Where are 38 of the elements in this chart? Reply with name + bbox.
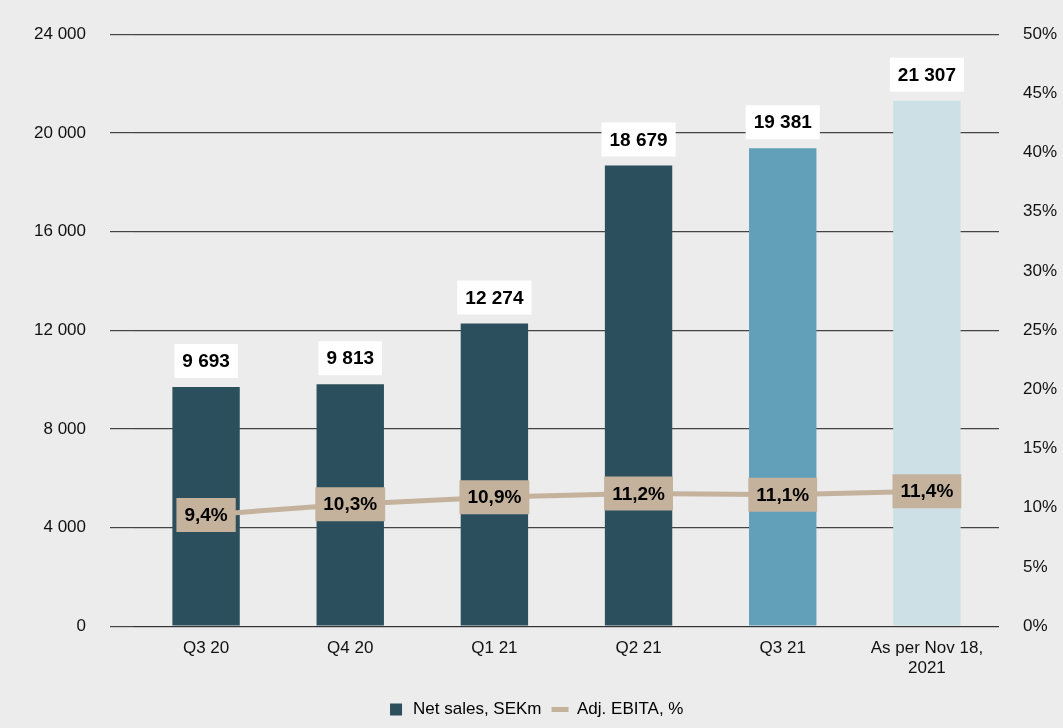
y2-tick-label: 30%	[1022, 260, 1058, 280]
y-tick-label: 12 000	[34, 319, 86, 339]
data-label: 11,4%	[900, 480, 954, 502]
y2-tick-label: 25%	[1022, 319, 1058, 339]
x-tick-label: Q3 20	[182, 638, 230, 658]
data-label: 9 813	[326, 347, 375, 369]
x-tick-label: Q1 21	[471, 638, 518, 658]
y2-tick-label: 5%	[1022, 556, 1048, 576]
y-tick-label: 20 000	[34, 122, 86, 142]
y-tick-label: 4 000	[43, 517, 86, 537]
data-label: 9,4%	[184, 504, 228, 526]
data-label: 12 274	[465, 286, 524, 308]
x-tick-label: Q4 20	[327, 638, 374, 658]
data-label: 18 679	[609, 128, 668, 150]
y-tick-label: 16 000	[34, 221, 86, 241]
data-label: 11,2%	[612, 482, 666, 504]
data-label: 21 307	[897, 63, 956, 85]
y2-tick-label: 45%	[1022, 83, 1058, 103]
legend-label: Net sales, SEKm	[413, 699, 542, 719]
y-tick-label: 0	[76, 615, 86, 635]
y2-tick-label: 15%	[1022, 438, 1058, 458]
y2-tick-label: 10%	[1022, 497, 1058, 517]
x-tick-label: Q2 21	[615, 638, 662, 658]
y2-tick-label: 20%	[1022, 379, 1058, 399]
x-tick-label: Q3 21	[759, 638, 806, 658]
y2-tick-label: 50%	[1022, 23, 1058, 43]
x-tick-label: As per Nov 18, 2021	[870, 638, 984, 678]
y-tick-label: 24 000	[34, 23, 86, 43]
data-label: 10,9%	[467, 486, 522, 508]
y2-tick-label: 35%	[1022, 201, 1058, 221]
legend-label: Adj. EBITA, %	[577, 699, 684, 719]
y2-tick-label: 40%	[1022, 142, 1058, 162]
data-label: 11,1%	[756, 484, 810, 506]
y-tick-label: 8 000	[43, 418, 86, 438]
y2-tick-label: 0%	[1022, 615, 1048, 635]
data-label: 19 381	[753, 111, 813, 133]
data-label: 10,3%	[323, 493, 378, 515]
data-label: 9 693	[182, 350, 230, 372]
